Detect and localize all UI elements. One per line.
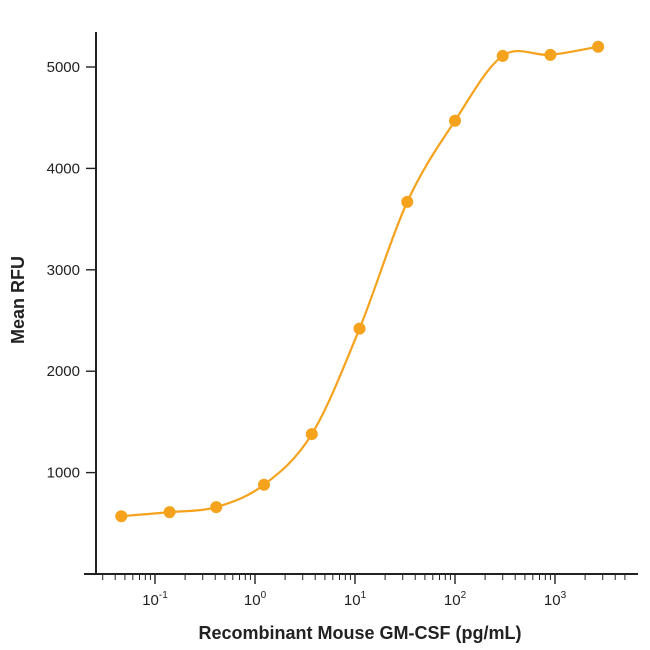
y-tick-label: 3000 (47, 262, 80, 279)
x-tick-label: 101 (344, 590, 367, 609)
data-point (163, 506, 176, 519)
data-point (353, 322, 366, 335)
data-point (544, 48, 557, 61)
x-ticks: 10-1 100 101 102 103 (102, 574, 626, 609)
data-point (210, 501, 223, 514)
y-axis-title: Mean RFU (8, 256, 28, 344)
data-point (401, 195, 414, 208)
x-tick-label: 103 (544, 590, 567, 609)
data-point (305, 428, 318, 441)
data-point (449, 114, 461, 127)
data-point (496, 49, 509, 62)
y-tick-label: 1000 (47, 465, 80, 482)
data-point (115, 510, 128, 523)
data-point (257, 478, 270, 491)
x-tick-label: 100 (244, 590, 267, 609)
x-tick-label: 10-1 (142, 590, 168, 609)
x-tick-label: 102 (444, 590, 467, 609)
y-ticks: 1000 2000 3000 4000 5000 (47, 59, 96, 482)
y-tick-label: 2000 (47, 363, 80, 380)
fit-curve-group (121, 45, 599, 518)
data-point (592, 40, 605, 53)
y-tick-label: 4000 (47, 160, 80, 177)
y-tick-label: 5000 (47, 59, 80, 76)
data-points (115, 40, 605, 523)
axes (84, 32, 638, 575)
x-axis-title: Recombinant Mouse GM-CSF (pg/mL) (199, 623, 522, 643)
fit-curve (121, 45, 599, 518)
